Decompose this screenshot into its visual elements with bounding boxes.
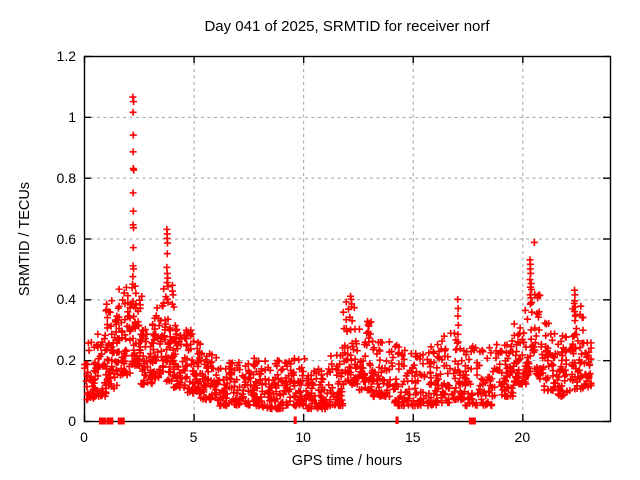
y-tick-label-0.2: 0.2 [56, 352, 76, 369]
x-tick-label-15: 15 [404, 429, 421, 445]
x-axis-label: GPS time / hours [291, 453, 403, 469]
y-tick-label-0: 0 [68, 413, 76, 429]
y-tick-label-1: 1 [68, 108, 76, 125]
x-tick-label-10: 10 [295, 429, 311, 445]
chart-title: Day 041 of 2025, SRMTID for receiver nor… [204, 18, 490, 35]
y-tick-label-0.6: 0.6 [56, 230, 76, 247]
x-tick-label-20: 20 [514, 429, 531, 445]
y-tick-label-0.4: 0.4 [56, 291, 76, 308]
y-tick-label-1.2: 1.2 [56, 48, 76, 64]
x-tick-label-5: 5 [189, 429, 198, 445]
y-tick-label-0.8: 0.8 [56, 169, 76, 186]
x-tick-label-0: 0 [80, 429, 88, 445]
